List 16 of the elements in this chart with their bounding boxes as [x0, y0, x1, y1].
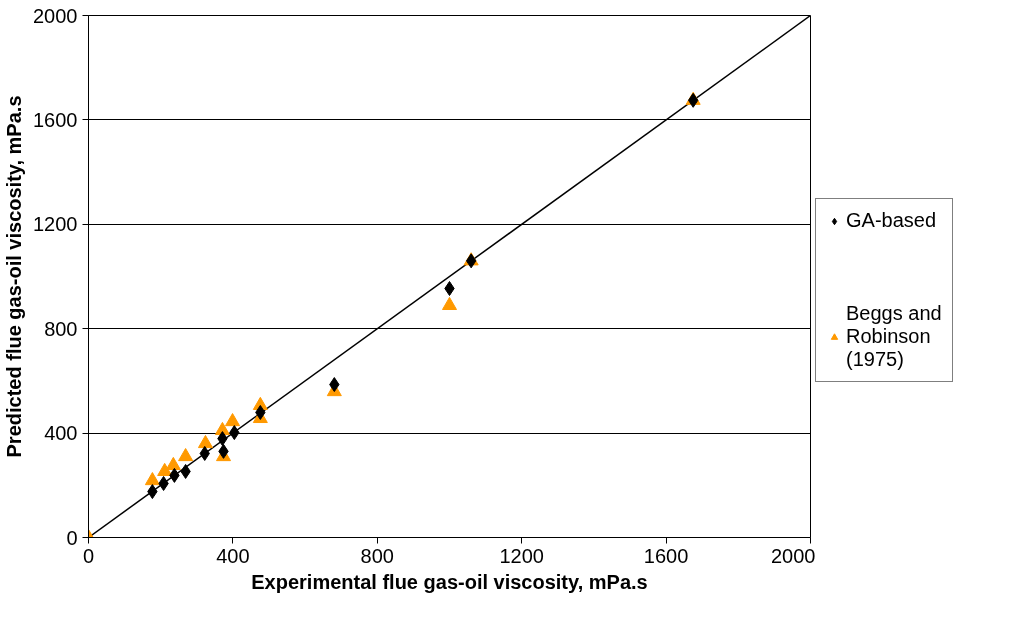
legend-label: Beggs and Robinson (1975) [846, 302, 942, 371]
x-tick-label: 1600 [643, 544, 689, 567]
x-axis-title: Experimental flue gas-oil viscosity, mPa.s [251, 570, 648, 593]
y-tick-label: 0 [66, 526, 78, 549]
x-tick-label: 400 [216, 544, 250, 567]
x-tick-label: 800 [360, 544, 394, 567]
x-tick-label: 0 [82, 544, 95, 567]
legend-label: GA-based [846, 209, 937, 232]
y-tick-label: 2000 [33, 4, 78, 27]
y-tick-label: 1600 [33, 108, 78, 131]
y-tick-label: 800 [44, 317, 78, 340]
y-tick-label: 1200 [33, 213, 78, 236]
x-tick-label: 2000 [771, 544, 816, 567]
x-tick-label: 1200 [499, 544, 544, 567]
y-axis-title: Predicted flue gas-oil viscosity, mPa.s [3, 95, 26, 458]
y-tick-label: 400 [44, 422, 78, 445]
